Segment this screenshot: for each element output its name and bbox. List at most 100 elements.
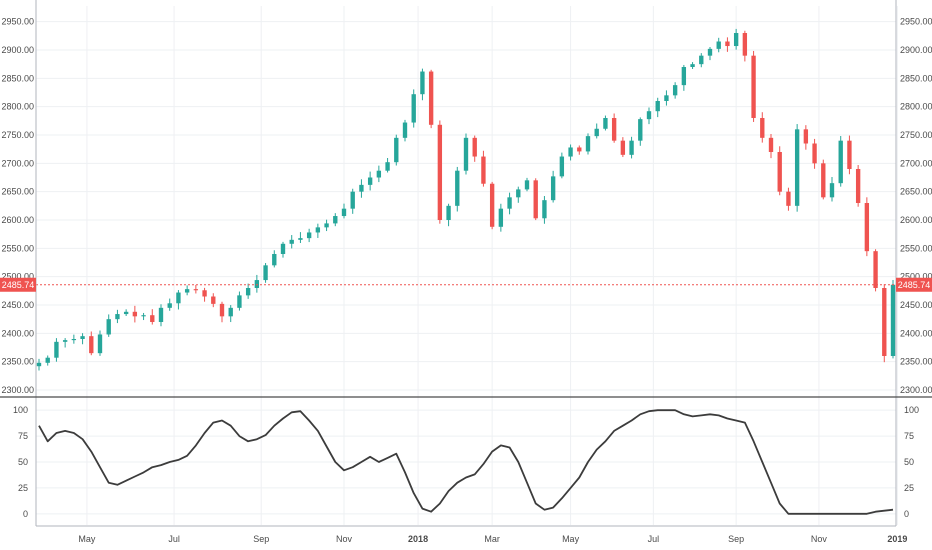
y-tick-left: 2650.00 — [1, 187, 34, 197]
x-tick-label: May — [562, 534, 580, 544]
candle-body — [498, 208, 504, 227]
indicator-tick-left: 25 — [18, 483, 28, 493]
candle-body — [873, 251, 878, 288]
candle-body — [158, 307, 164, 322]
candle-body — [45, 357, 50, 363]
y-tick-left: 2750.00 — [1, 130, 34, 140]
candle-body — [150, 315, 155, 322]
indicator-tick-right: 100 — [904, 405, 919, 415]
x-tick-label: Sep — [253, 534, 269, 544]
candle-body — [420, 71, 425, 95]
candle-body — [437, 124, 443, 220]
candle-body — [864, 203, 870, 252]
y-tick-left: 2600.00 — [1, 215, 34, 225]
candle-body — [80, 336, 85, 339]
candle-body — [559, 156, 565, 177]
candle-body — [184, 289, 190, 293]
y-tick-right: 2850.00 — [900, 73, 932, 83]
candle-body — [681, 67, 687, 86]
candle-body — [411, 94, 416, 123]
current-price-label-left: 2485.74 — [0, 277, 36, 292]
candle-body — [219, 303, 225, 317]
candle-body — [812, 143, 817, 164]
candle-body — [803, 129, 809, 144]
indicator-tick-right: 75 — [904, 431, 914, 441]
candle-body — [289, 239, 294, 244]
x-tick-label: Nov — [336, 534, 353, 544]
x-tick-label: Mar — [484, 534, 500, 544]
candle-body — [516, 189, 521, 198]
candle-body — [855, 169, 861, 203]
y-tick-left: 2500.00 — [1, 272, 34, 282]
candle-body — [132, 311, 138, 317]
candle-body — [533, 180, 538, 219]
candle-body — [402, 122, 408, 138]
candle-body — [550, 176, 556, 201]
y-tick-left: 2450.00 — [1, 300, 34, 310]
candle-body — [298, 238, 303, 240]
y-tick-right: 2400.00 — [900, 328, 932, 338]
x-tick-label: May — [78, 534, 96, 544]
candle-body — [359, 184, 364, 192]
y-tick-left: 2800.00 — [1, 102, 34, 112]
candle-body — [455, 170, 460, 206]
candle-body — [742, 33, 748, 56]
candle-body — [202, 290, 207, 297]
candle-body — [821, 163, 826, 198]
candle-body — [638, 119, 643, 141]
candle-body — [707, 48, 713, 56]
x-tick-label: Jul — [168, 534, 180, 544]
candle-body — [333, 216, 338, 224]
candle-body — [115, 314, 120, 320]
y-tick-right: 2450.00 — [900, 300, 932, 310]
price-labels: 2485.74 2485.74 — [0, 277, 932, 292]
candle-body — [263, 265, 268, 281]
candle-body — [62, 340, 68, 342]
candle-body — [507, 197, 512, 209]
y-tick-left: 2700.00 — [1, 158, 34, 168]
candle-body — [751, 55, 756, 118]
current-price-label-right-text: 2485.74 — [898, 280, 931, 290]
y-tick-left: 2950.00 — [1, 17, 34, 27]
y-tick-left: 2550.00 — [1, 243, 34, 253]
indicator-tick-right: 25 — [904, 483, 914, 493]
candle-body — [725, 41, 730, 47]
indicator-tick-left: 75 — [18, 431, 28, 441]
indicator-line — [38, 409, 894, 515]
y-tick-right: 2300.00 — [900, 385, 932, 395]
candle-body — [629, 140, 634, 155]
current-price-label-left-bg — [0, 277, 36, 292]
candle-body — [36, 362, 42, 367]
grid-layer — [36, 6, 898, 525]
y-tick-right: 2900.00 — [900, 45, 932, 55]
candle-body — [245, 288, 251, 296]
candle-body — [272, 254, 277, 266]
candle-body — [376, 170, 382, 178]
candle-body — [733, 33, 739, 47]
current-price-label-right-bg — [896, 277, 932, 292]
y-tick-right: 2950.00 — [900, 17, 932, 27]
current-price-label-right: 2485.74 — [896, 277, 932, 292]
candle-body — [794, 129, 800, 206]
candle-body — [611, 118, 617, 141]
candle-body — [428, 71, 434, 125]
candle-body — [585, 136, 591, 152]
candle-body — [672, 85, 678, 96]
candle-body — [123, 311, 129, 315]
candle-body — [646, 111, 652, 120]
candle-body — [577, 147, 582, 152]
candle-body — [394, 137, 399, 163]
x-tick-label: Jul — [648, 534, 660, 544]
candle-body — [167, 303, 172, 308]
y-tick-left: 2900.00 — [1, 45, 34, 55]
candle-body — [141, 315, 146, 317]
candle-body — [603, 118, 608, 129]
y-tick-right: 2650.00 — [900, 187, 932, 197]
candle-body — [237, 295, 242, 308]
candle-body — [838, 140, 843, 184]
indicator-tick-left: 0 — [23, 509, 28, 519]
indicator-tick-left: 100 — [13, 405, 28, 415]
candle-body — [882, 288, 887, 356]
